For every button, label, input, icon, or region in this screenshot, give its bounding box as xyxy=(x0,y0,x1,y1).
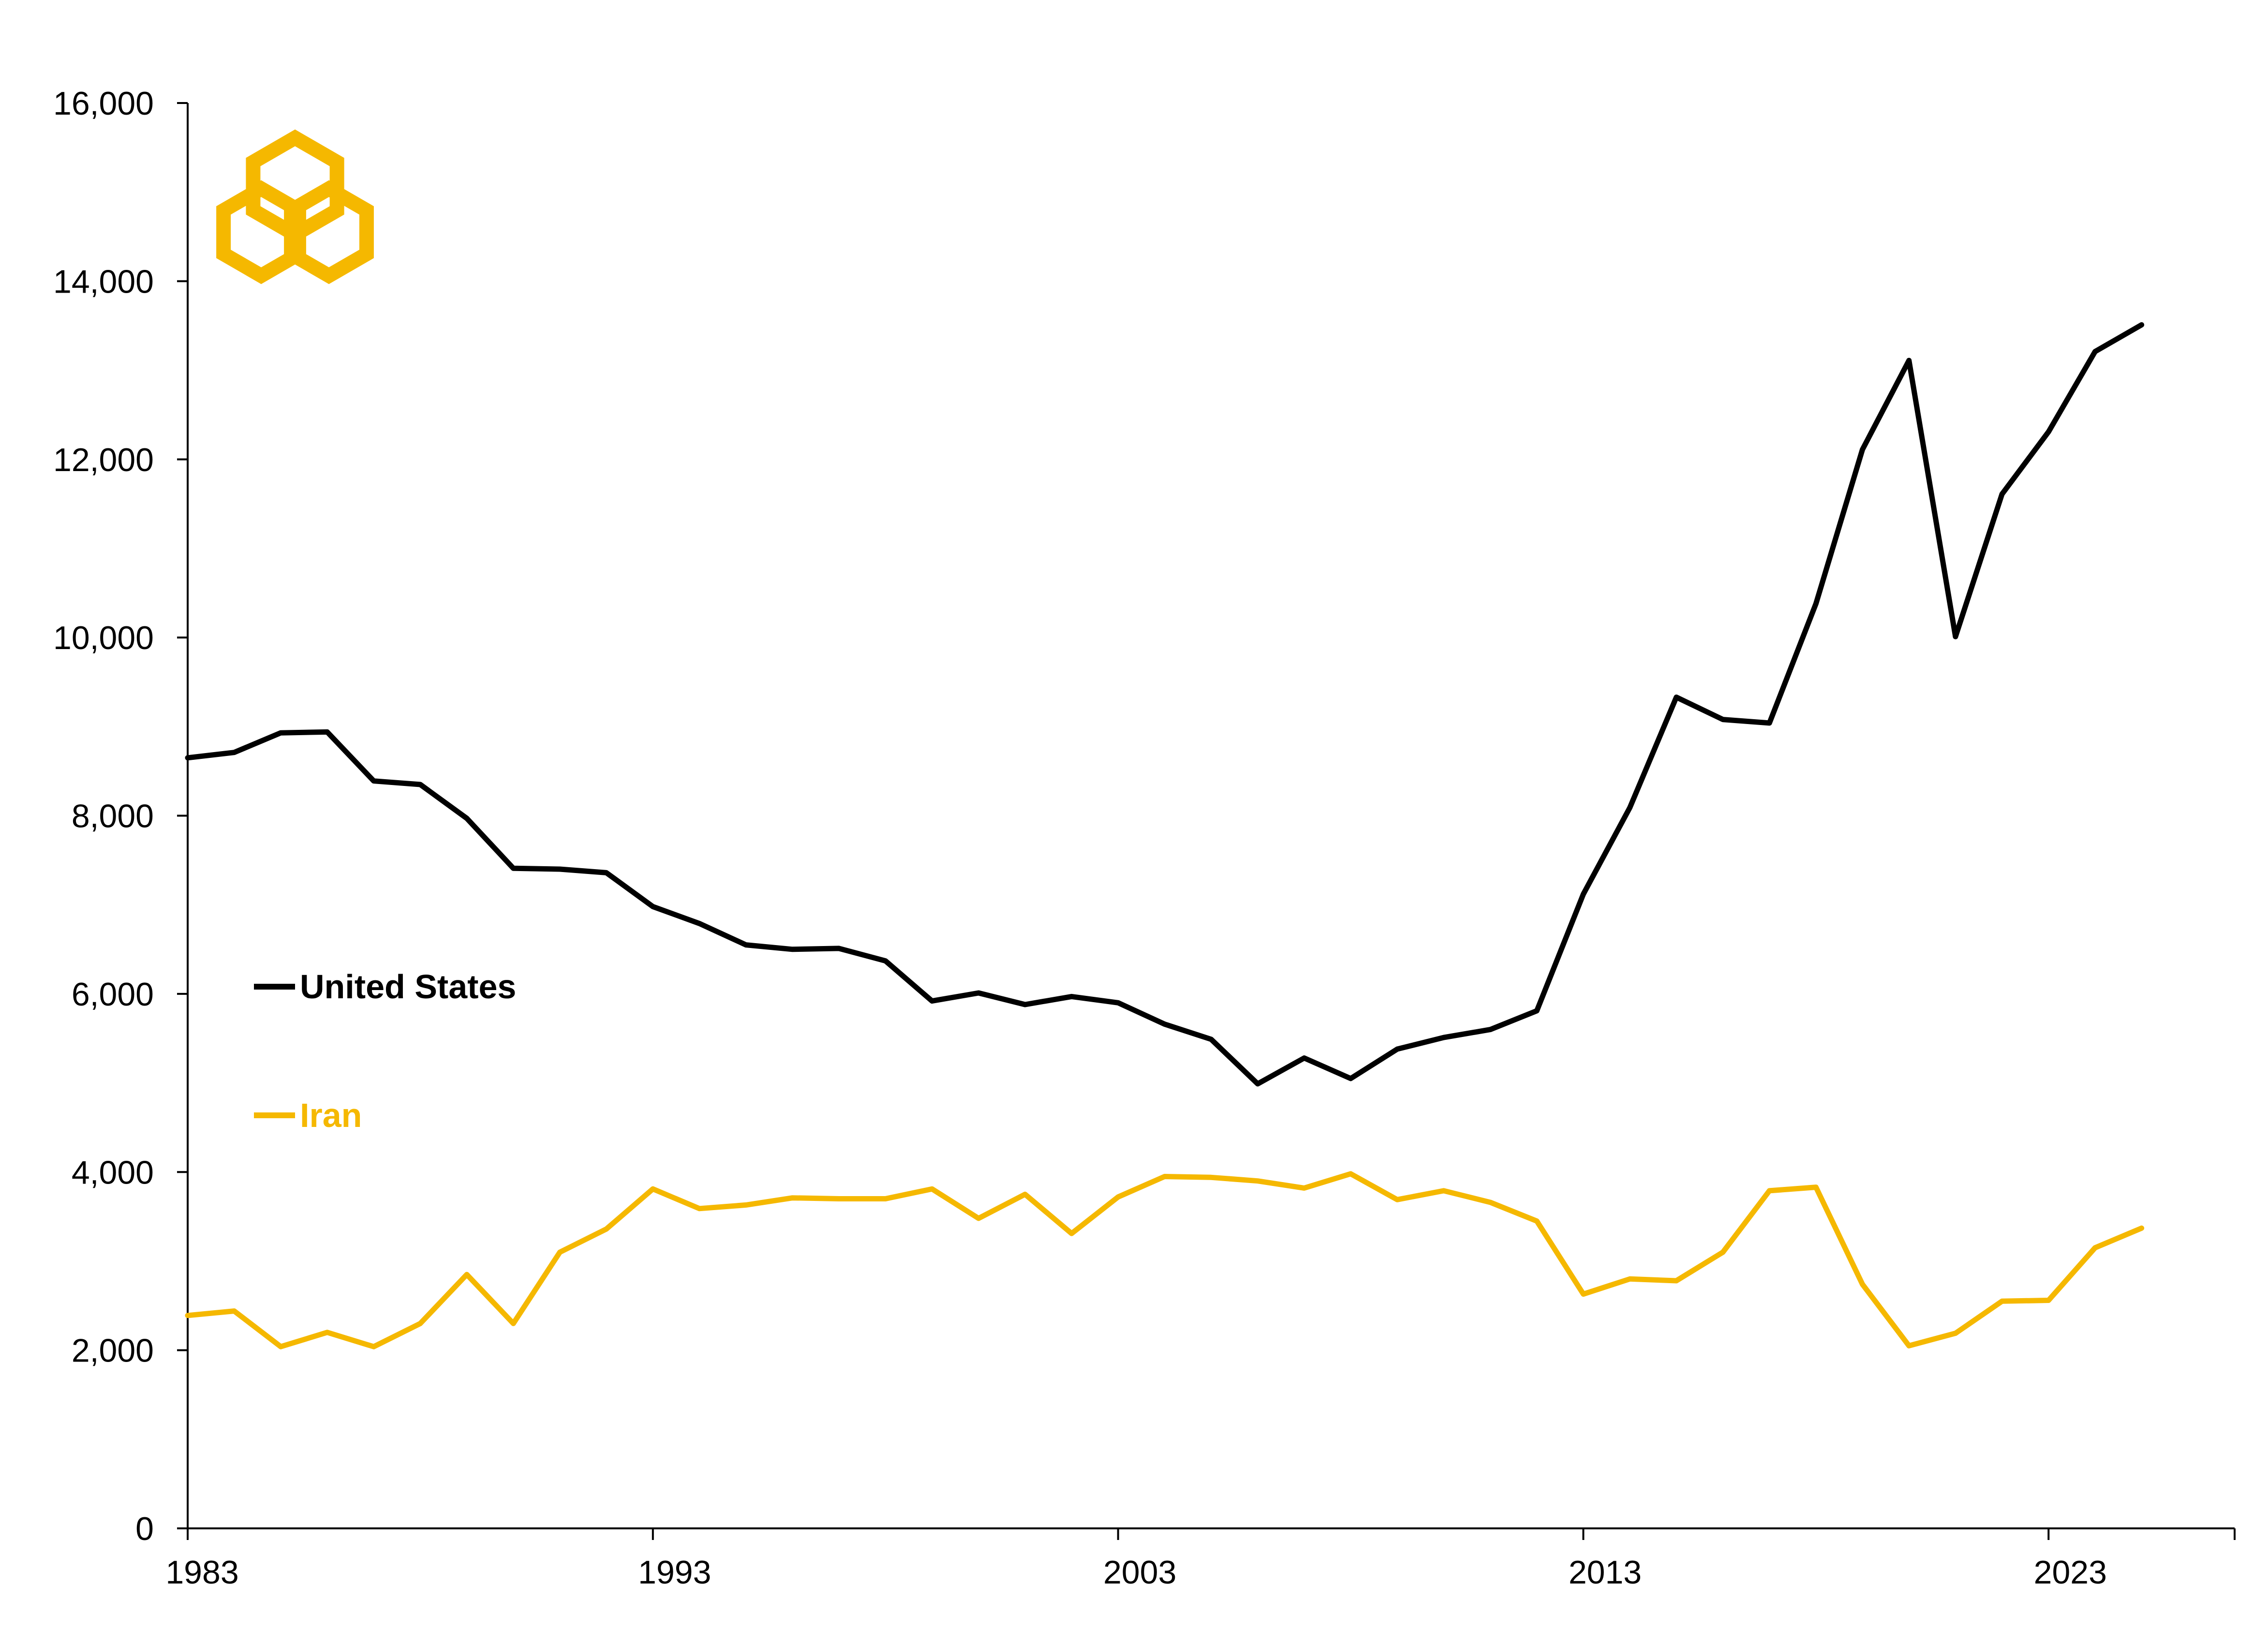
y-tick-label: 14,000 xyxy=(53,263,154,300)
y-tick-label: 0 xyxy=(135,1510,154,1547)
y-axis-ticks: 0 2,000 4,000 6,000 8,000 10,000 12,000 14,000 1… xyxy=(53,85,188,1547)
y-tick-label: 4,000 xyxy=(72,1154,154,1191)
logo-hexagon xyxy=(284,180,374,284)
series-line-iran xyxy=(185,1171,2145,1349)
x-tick-label: 2013 xyxy=(1569,1554,1642,1591)
legend-label-united-states: United States xyxy=(300,968,516,1006)
series-line-united-states xyxy=(185,322,2145,1087)
linked-hexagons-logo-icon xyxy=(216,129,374,284)
x-tick-label: 2003 xyxy=(1103,1554,1176,1591)
legend-label-iran: Iran xyxy=(300,1096,362,1134)
y-tick-label: 16,000 xyxy=(53,85,154,122)
y-tick-label: 6,000 xyxy=(72,976,154,1013)
legend: United States Iran xyxy=(254,968,516,1134)
y-tick-label: 8,000 xyxy=(72,798,154,835)
y-tick-label: 12,000 xyxy=(53,442,154,478)
series-layer xyxy=(185,322,2145,1349)
x-tick-label: 2023 xyxy=(2034,1554,2107,1591)
y-tick-label: 2,000 xyxy=(72,1332,154,1369)
x-tick-label: 1993 xyxy=(638,1554,711,1591)
x-tick-label: 1983 xyxy=(165,1554,238,1591)
y-tick-label: 10,000 xyxy=(53,620,154,656)
x-axis-ticks: 1983 1993 2003 2013 2023 xyxy=(165,1528,2236,1591)
